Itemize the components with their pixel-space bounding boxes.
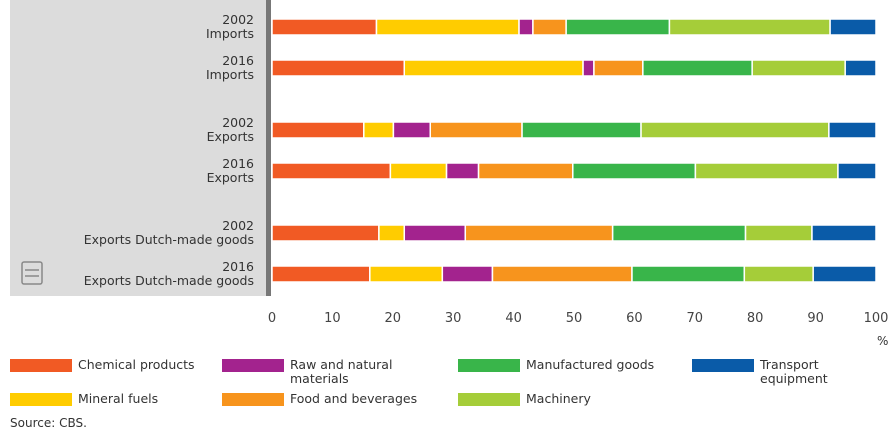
legend-swatch — [10, 359, 72, 372]
bar-segment — [389, 162, 448, 180]
x-tick-label: 100 — [863, 311, 889, 326]
legend-label: Food and beverages — [290, 391, 418, 406]
category-label: 2016 Exports — [206, 156, 254, 185]
bar-segment — [640, 121, 830, 139]
axis-bar — [266, 0, 271, 296]
category-label: 2016 Imports — [206, 53, 254, 82]
x-tick-label: 60 — [626, 311, 643, 326]
bar-segment — [363, 121, 395, 139]
legend-swatch — [222, 359, 284, 372]
bar-segment — [532, 18, 567, 36]
source: Source: CBS. — [10, 416, 87, 430]
bar-segment — [844, 59, 877, 77]
legend-label: Chemical products — [78, 357, 195, 372]
bar-segment — [464, 224, 614, 242]
bar-segment — [271, 265, 371, 283]
bar-segment — [812, 265, 877, 283]
legend-swatch — [222, 393, 284, 406]
bar-segment — [271, 224, 380, 242]
bar-segment — [811, 224, 877, 242]
bar-segment — [668, 18, 831, 36]
legend-label: Manufactured goods — [526, 357, 655, 372]
x-tick-label: 40 — [505, 311, 522, 326]
bar-segment — [743, 265, 814, 283]
x-tick-label: 30 — [444, 311, 462, 326]
bar-segment — [378, 224, 406, 242]
legend-label: Raw and natural materials — [290, 357, 393, 386]
bar-segment — [642, 59, 753, 77]
bar-segment — [403, 59, 584, 77]
bar-segment — [582, 59, 595, 77]
category-label: 2002 Exports — [206, 115, 254, 144]
bar-segment — [271, 162, 392, 180]
legend-swatch — [458, 393, 520, 406]
bar-segment — [491, 265, 633, 283]
legend-label: Machinery — [526, 391, 591, 406]
bar-segment — [403, 224, 467, 242]
category-label: 2002 Imports — [206, 12, 254, 41]
category-label: 2002 Exports Dutch-made goods — [83, 218, 254, 247]
legend-swatch — [10, 393, 72, 406]
bar-segment — [271, 121, 365, 139]
x-tick-label: 10 — [324, 311, 341, 326]
bar-segment — [369, 265, 444, 283]
legend-label: Mineral fuels — [78, 391, 159, 406]
x-tick-label: 90 — [807, 311, 824, 326]
legend-swatch — [458, 359, 520, 372]
bar-segment — [828, 121, 877, 139]
category-label: 2016 Exports Dutch-made goods — [83, 259, 254, 288]
bar-segment — [441, 265, 494, 283]
bar-segment — [477, 162, 574, 180]
bar-segment — [445, 162, 480, 180]
logo — [21, 261, 43, 285]
x-tick-label: 80 — [746, 311, 764, 326]
bar-segment — [565, 18, 671, 36]
bar-segment — [611, 224, 747, 242]
bar-segment — [744, 224, 813, 242]
bar-segment — [694, 162, 839, 180]
bar-segment — [837, 162, 877, 180]
bar-segment — [375, 18, 520, 36]
bar-segment — [572, 162, 697, 180]
legend-label: Transport equipment — [760, 357, 828, 386]
x-tick-label: 70 — [686, 311, 704, 326]
bar-segment — [521, 121, 642, 139]
bar-segment — [392, 121, 431, 139]
bar-segment — [751, 59, 846, 77]
x-tick-label: 50 — [565, 311, 583, 326]
x-tick-label: 0 — [267, 311, 277, 326]
bar-segment — [593, 59, 644, 77]
x-unit: % — [877, 334, 889, 348]
bar-segment — [271, 59, 406, 77]
bar-segment — [429, 121, 523, 139]
x-tick-label: 20 — [384, 311, 402, 326]
bar-segment — [271, 18, 378, 36]
label-panel — [10, 0, 268, 296]
legend-swatch — [692, 359, 754, 372]
bar-segment — [518, 18, 534, 36]
bar-segment — [829, 18, 877, 36]
bar-segment — [631, 265, 746, 283]
